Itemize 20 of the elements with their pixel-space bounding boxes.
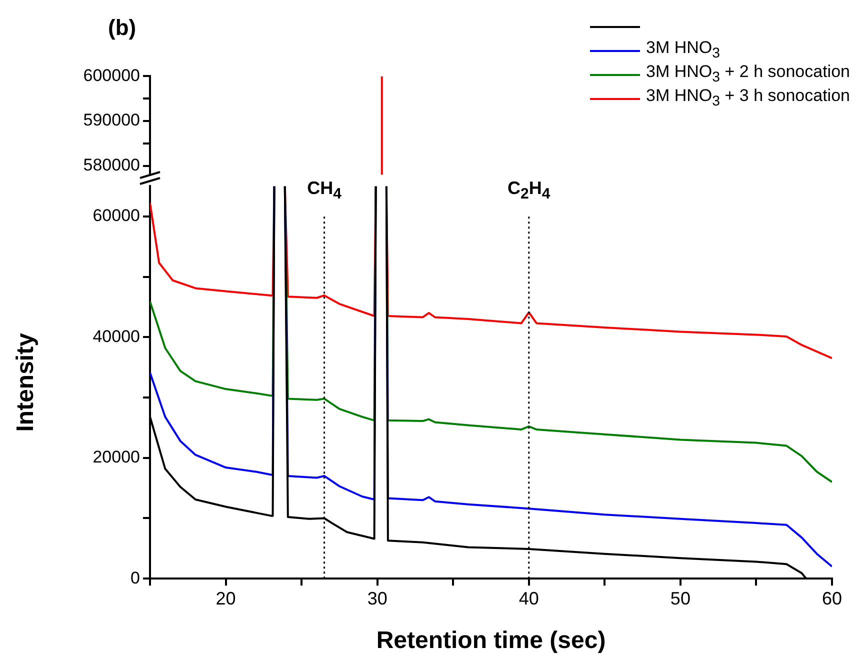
x-tick-label: 50 (670, 588, 690, 608)
x-tick-label: 30 (367, 588, 388, 608)
y-tick-label: 0 (130, 568, 140, 588)
legend-label: 3M HNO$_{3}$ + 3 h sonocation (646, 85, 850, 112)
legend-label: 3M HNO$_{3}$ (646, 38, 720, 62)
y-axis-title: Intensity (12, 332, 40, 432)
y-tick-label: 590000 (83, 110, 140, 130)
x-tick-label: 60 (822, 588, 842, 608)
chart-title: (b) (108, 15, 136, 41)
y-tick-label: 20000 (92, 448, 140, 467)
y-tick-label: 60000 (92, 206, 140, 226)
ref-line-label: CH$_{4}$ (306, 178, 342, 203)
y-tick-label: 600000 (83, 66, 140, 85)
y-tick-label: 580000 (83, 156, 140, 175)
ref-line-label: C$_{2}$H$_{4}$ (506, 178, 552, 203)
y-tick-label: 40000 (92, 326, 140, 346)
legend-label: 3M HNO$_{3}$ + 2 h sonocation (646, 62, 850, 86)
x-tick-label: 20 (216, 588, 236, 608)
x-tick-label: 40 (518, 588, 539, 608)
x-axis-title: Retention time (sec) (376, 627, 606, 654)
